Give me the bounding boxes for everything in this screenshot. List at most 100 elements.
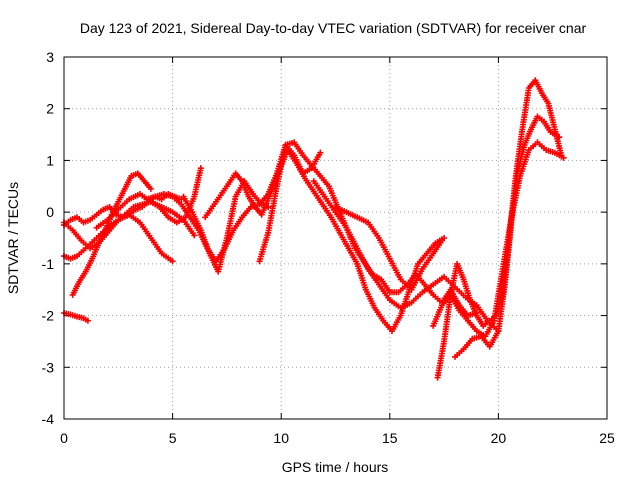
- data-point-segment: [343, 209, 358, 220]
- data-point-segment: [508, 175, 523, 221]
- data-point-segment: [104, 221, 118, 236]
- data-point-segment: [386, 297, 402, 310]
- data-point-segment: [447, 291, 462, 312]
- data-point-segment: [265, 185, 280, 236]
- data-point-segment: [180, 216, 196, 237]
- data-point-segment: [178, 201, 192, 219]
- data-point-segment: [317, 172, 331, 188]
- data-point-segment: [419, 283, 435, 296]
- series-arc-9: [202, 147, 448, 335]
- data-point-segment: [465, 317, 478, 332]
- data-point: [147, 185, 154, 192]
- data-point-segment: [158, 250, 174, 263]
- data-point-segment: [517, 149, 531, 179]
- data-point-segment: [354, 245, 370, 270]
- data-point-segment: [239, 178, 251, 198]
- data-point-segment: [419, 252, 435, 272]
- x-tick-label: 20: [491, 430, 507, 446]
- data-point-segment: [139, 200, 150, 210]
- y-tick-label: 0: [46, 204, 54, 220]
- data-point-segment: [245, 193, 257, 208]
- data-point-segment: [525, 141, 539, 154]
- data-point-segment: [250, 191, 263, 206]
- data-point-segment: [397, 276, 413, 291]
- data-point-segment: [74, 247, 87, 260]
- data-point-segment: [74, 313, 85, 321]
- data-point-segment: [267, 170, 282, 197]
- data-point: [560, 154, 567, 161]
- data-point-segment: [69, 281, 82, 298]
- data-point-segment: [291, 139, 305, 157]
- data-point-segment: [76, 270, 88, 285]
- data-point-segment: [147, 198, 163, 209]
- data-point-segment: [343, 224, 359, 249]
- data-point-segment: [386, 255, 403, 281]
- data-point-segment: [239, 206, 253, 221]
- data-point-segment: [354, 214, 369, 225]
- data-point: [197, 165, 204, 172]
- data-point-segment: [121, 175, 134, 192]
- data-point-segment: [397, 300, 413, 311]
- x-tick-label: 10: [273, 430, 289, 446]
- data-point-segment: [189, 209, 203, 231]
- data-point-segment: [408, 268, 425, 293]
- data-point-segment: [365, 266, 381, 286]
- data-point-segment: [378, 276, 392, 294]
- data-point-segment: [441, 294, 454, 345]
- data-point-segment: [104, 208, 120, 223]
- data-point-segment: [141, 178, 153, 190]
- data-point-segment: [158, 204, 174, 215]
- data-point-segment: [126, 208, 137, 218]
- data-point-segment: [299, 152, 313, 167]
- data-point-segment: [371, 304, 385, 322]
- data-point-segment: [514, 144, 527, 174]
- data-point-segment: [321, 193, 337, 213]
- data-point-segment: [482, 320, 496, 340]
- data-point-segment: [408, 291, 424, 306]
- y-tick-label: -3: [42, 359, 55, 375]
- data-point-segment: [256, 232, 271, 265]
- data-point-segment: [545, 100, 558, 130]
- data-point-segment: [528, 115, 540, 133]
- data-point-segment: [100, 204, 111, 213]
- data-point-segment: [87, 213, 98, 223]
- data-point-segment: [126, 192, 141, 203]
- y-tick-label: -4: [42, 411, 55, 427]
- chart-title: Day 123 of 2021, Sidereal Day-to-day VTE…: [80, 20, 587, 36]
- data-point-segment: [89, 242, 101, 262]
- data-point-segment: [128, 171, 139, 179]
- data-point-segment: [460, 276, 473, 301]
- data-point: [438, 237, 445, 244]
- data-point-segment: [332, 204, 348, 215]
- data-point-segment: [132, 204, 143, 213]
- data-point-segment: [82, 257, 95, 275]
- data-point-segment: [521, 128, 533, 148]
- data-point-segment: [302, 175, 316, 193]
- data-point: [191, 232, 198, 239]
- data-point-segment: [345, 245, 359, 265]
- data-point-segment: [310, 188, 324, 206]
- data-point-segment: [80, 315, 89, 323]
- data-point-segment: [473, 328, 487, 338]
- data-point-segment: [113, 211, 124, 220]
- data-point-segment: [430, 275, 445, 288]
- data-point-segment: [547, 129, 560, 139]
- data-point-segment: [326, 183, 340, 208]
- data-point-segment: [365, 219, 381, 239]
- data-point-segment: [134, 170, 146, 183]
- data-point-segment: [202, 201, 218, 221]
- data-point: [317, 149, 324, 156]
- series-arc-3: [69, 170, 154, 298]
- data-point-segment: [389, 314, 403, 335]
- series-arc-6: [93, 191, 198, 239]
- y-tick-label: 2: [46, 101, 54, 117]
- data-points: [61, 77, 567, 381]
- x-axis-label: GPS time / hours: [282, 459, 389, 475]
- data-point-segment: [165, 214, 178, 225]
- y-tick-label: -2: [42, 308, 55, 324]
- data-point-segment: [93, 208, 104, 218]
- series-arc-12: [332, 204, 445, 293]
- data-point-segment: [491, 268, 506, 324]
- data-point-segment: [67, 254, 78, 262]
